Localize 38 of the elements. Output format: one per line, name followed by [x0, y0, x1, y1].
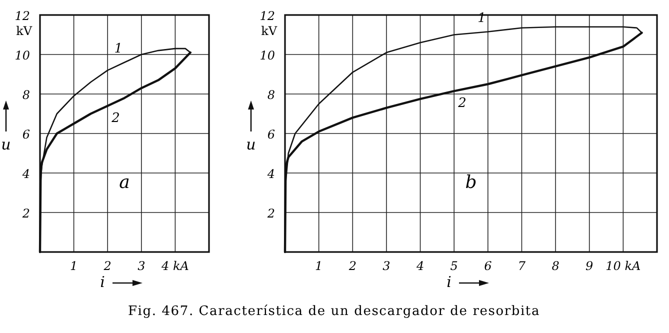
y-tick-label: 2: [21, 206, 30, 220]
series-label: 2: [457, 96, 466, 112]
y-tick-label: 6: [267, 128, 276, 142]
text: kV: [16, 24, 32, 38]
series-label: 1: [114, 41, 122, 56]
x-tick-label: 3: [382, 259, 391, 273]
y-tick-label: 4: [266, 167, 275, 181]
y-tick-label: 4: [21, 167, 30, 181]
y-tick-label: 12: [260, 9, 275, 23]
x-tick-label: 7: [518, 259, 526, 273]
x-tick-label: 6: [484, 259, 492, 273]
x-tick-label: 4: [415, 259, 424, 273]
x-tick-label: 8: [552, 259, 560, 273]
annotation: a: [119, 172, 130, 194]
x-axis-title: i: [446, 273, 452, 291]
y-tick-label: 10: [260, 48, 276, 62]
y-tick-label: 8: [22, 88, 30, 102]
y-tick-label: 12: [14, 9, 30, 23]
y-tick-label: 2: [266, 206, 275, 220]
y-axis-title: u: [1, 136, 11, 154]
x-tick-label: 1: [70, 259, 78, 273]
series-label: 2: [110, 110, 120, 126]
y-tick-label: 10: [14, 48, 30, 62]
y-tick-label: 6: [22, 128, 30, 142]
caption: Fig. 467. Característica de un descargador de resorbita: [128, 304, 540, 319]
y-tick-label: 8: [267, 88, 276, 102]
annotation: b: [465, 172, 477, 194]
text: kV: [261, 24, 278, 38]
x-tick-label: 1: [315, 259, 323, 273]
x-axis-title: i: [100, 273, 106, 291]
y-axis-title: u: [246, 136, 256, 154]
x-tick-label: 5: [450, 259, 458, 273]
x-tick-label: 10 kA: [606, 259, 642, 273]
x-tick-label: 4 kA: [160, 259, 190, 273]
x-tick-label: 2: [348, 259, 356, 273]
x-tick-label: 3: [138, 259, 146, 273]
x-tick-label: 2: [102, 259, 112, 273]
x-tick-label: 9: [586, 259, 594, 273]
